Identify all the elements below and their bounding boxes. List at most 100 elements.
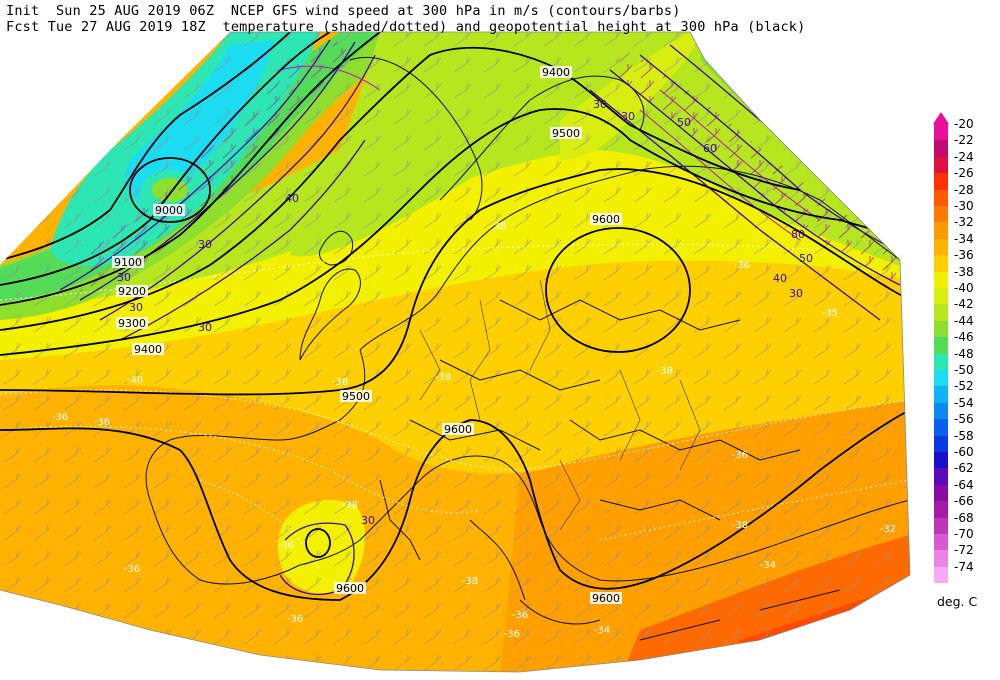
temp-label: -36 xyxy=(278,540,294,551)
legend-swatch xyxy=(934,173,948,190)
wind-label: 30 xyxy=(361,514,375,527)
legend-level-label: -44 xyxy=(954,313,974,328)
temp-label: -40 xyxy=(127,375,143,386)
height-label: 9600 xyxy=(336,582,364,595)
legend-swatch xyxy=(934,386,948,403)
wind-label: 30 xyxy=(621,110,635,123)
height-label: 9000 xyxy=(155,204,183,217)
height-label: 9300 xyxy=(118,317,146,330)
legend-swatch xyxy=(934,452,948,469)
temp-label: -38 xyxy=(490,221,506,232)
temp-label: -38 xyxy=(332,377,348,388)
height-label: 9100 xyxy=(114,256,142,269)
height-label: 9500 xyxy=(552,127,580,140)
legend-level-label: -68 xyxy=(954,510,974,525)
legend-swatch xyxy=(934,550,948,567)
legend-swatch xyxy=(934,271,948,288)
legend-level-label: -30 xyxy=(954,199,974,213)
legend-level-label: -24 xyxy=(954,149,974,164)
legend-level-label: -32 xyxy=(954,215,974,230)
legend-swatch xyxy=(934,566,948,584)
legend-level-label: -26 xyxy=(954,166,974,181)
temp-label: -36 xyxy=(734,260,750,271)
legend-swatch xyxy=(934,402,948,420)
legend-level-label: -40 xyxy=(954,281,974,295)
legend-swatch xyxy=(934,255,948,272)
legend-swatch xyxy=(934,238,948,256)
header-forecast-line: Fcst Tue 27 AUG 2019 18Z temperature (sh… xyxy=(6,19,806,35)
legend-level-label: -20 xyxy=(954,117,974,131)
wind-label: 30 xyxy=(198,321,212,334)
legend-swatch xyxy=(934,419,948,436)
wind-label: 30 xyxy=(789,287,803,300)
height-label: 9500 xyxy=(342,390,370,403)
height-label: 9200 xyxy=(118,285,146,298)
legend-swatch xyxy=(934,353,948,370)
legend-arrow-icon xyxy=(933,112,949,124)
wind-label: 30 xyxy=(117,271,131,284)
temp-label: -35 xyxy=(822,308,838,319)
temp-label: -34 xyxy=(594,625,610,636)
legend-level-label: -38 xyxy=(954,264,974,279)
wind-label: 50 xyxy=(677,116,691,129)
wind-label: 30 xyxy=(129,301,143,314)
height-label: 9600 xyxy=(592,592,620,605)
legend-swatch xyxy=(934,337,948,354)
legend-units: deg. C xyxy=(937,594,978,609)
legend-swatch xyxy=(934,435,948,452)
legend-level-label: -58 xyxy=(954,428,974,443)
legend-level-label: -50 xyxy=(954,363,974,377)
legend-level-label: -48 xyxy=(954,346,974,361)
wind-label: 40 xyxy=(285,192,299,205)
legend-swatch xyxy=(934,517,948,534)
temp-label: -32 xyxy=(880,524,896,535)
legend-swatch xyxy=(934,320,948,338)
legend-swatch xyxy=(934,140,948,157)
legend-level-label: -42 xyxy=(954,297,974,312)
legend-level-label: -22 xyxy=(954,133,974,148)
temp-label: -38 xyxy=(732,520,748,531)
legend-swatch xyxy=(934,468,948,485)
wind-label: 60 xyxy=(703,142,717,155)
height-label: 9400 xyxy=(542,66,570,79)
legend-level-label: -62 xyxy=(954,461,974,476)
legend-level-label: -34 xyxy=(954,231,974,246)
legend-swatch xyxy=(934,501,948,518)
wind-label: 30 xyxy=(593,98,607,111)
height-label: 9400 xyxy=(134,343,162,356)
legend-level-label: -36 xyxy=(954,248,974,263)
temp-label: -36 xyxy=(52,412,68,423)
legend-swatch xyxy=(934,370,948,387)
temp-label: -38 xyxy=(435,372,451,383)
legend-level-label: -66 xyxy=(954,494,974,509)
temp-label: -38 xyxy=(342,500,358,511)
legend-level-label: -56 xyxy=(954,412,974,427)
legend-swatch xyxy=(934,304,948,321)
temp-label: -36 xyxy=(287,614,303,625)
map-labels: 9000 9100 9200 9300 9400 9400 9500 9500 … xyxy=(52,66,896,640)
wind-label: 50 xyxy=(799,252,813,265)
legend-swatch xyxy=(934,534,948,551)
legend-level-label: -54 xyxy=(954,395,974,410)
height-label: 9600 xyxy=(444,423,472,436)
legend-level-label: -74 xyxy=(954,559,974,574)
legend-level-label: -70 xyxy=(954,527,974,541)
legend-level-label: -72 xyxy=(954,543,974,558)
legend-level-label: -28 xyxy=(954,182,974,197)
temp-label: -36 xyxy=(732,450,748,461)
legend-swatch xyxy=(934,222,948,239)
temp-label: -38 xyxy=(657,366,673,377)
legend-level-label: -60 xyxy=(954,445,974,459)
wind-label: 80 xyxy=(791,228,805,241)
wind-label: 40 xyxy=(773,272,787,285)
temp-label: -36 xyxy=(512,610,528,621)
legend-level-label: -52 xyxy=(954,379,974,394)
legend-swatch xyxy=(934,206,948,223)
temp-label: -36 xyxy=(504,629,520,640)
temp-label: -34 xyxy=(760,560,776,571)
temp-label: -38 xyxy=(462,576,478,587)
height-label: 9600 xyxy=(592,213,620,226)
legend-level-label: -64 xyxy=(954,477,974,492)
temp-label: -36 xyxy=(94,417,110,428)
